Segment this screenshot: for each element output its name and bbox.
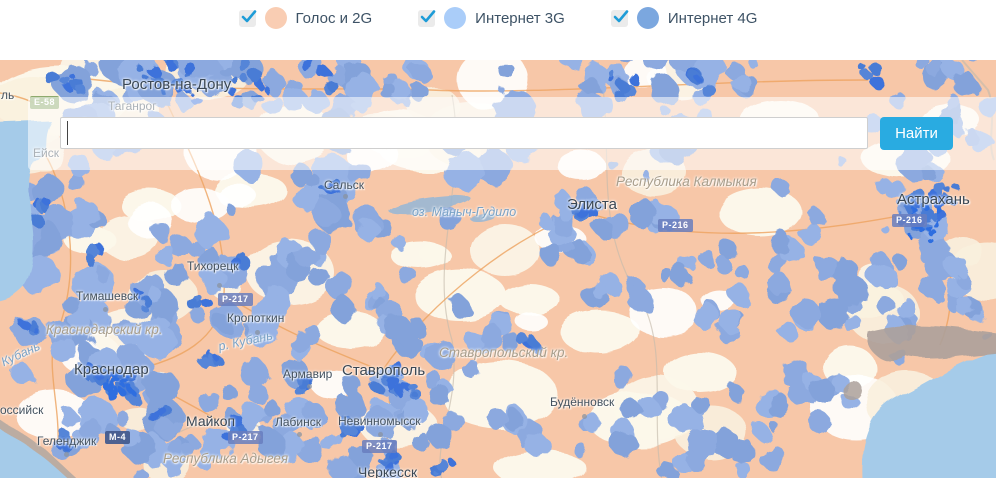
legend-swatch-3g [444,7,467,29]
legend-label-3g: Интернет 3G [475,9,565,27]
search-input[interactable] [60,117,868,149]
legend-swatch-2g [264,7,287,29]
checkbox-3g[interactable] [418,9,436,27]
legend-swatch-4g [636,7,659,29]
legend-label-4g: Интернет 4G [667,9,758,27]
legend-label-2g: Голос и 2G [295,9,373,27]
legend-header: Голос и 2G Интернет 3G Интернет 4G [0,0,996,60]
search-button[interactable]: Найти [880,117,953,150]
coverage-legend: Голос и 2G Интернет 3G Интернет 4G [0,0,996,29]
legend-item-4g[interactable]: Интернет 4G [610,7,758,29]
legend-item-2g[interactable]: Голос и 2G [238,7,373,29]
checkbox-2g[interactable] [238,9,256,27]
checkbox-4g[interactable] [610,9,629,27]
legend-item-3g[interactable]: Интернет 3G [418,7,565,29]
text-caret [67,121,68,145]
